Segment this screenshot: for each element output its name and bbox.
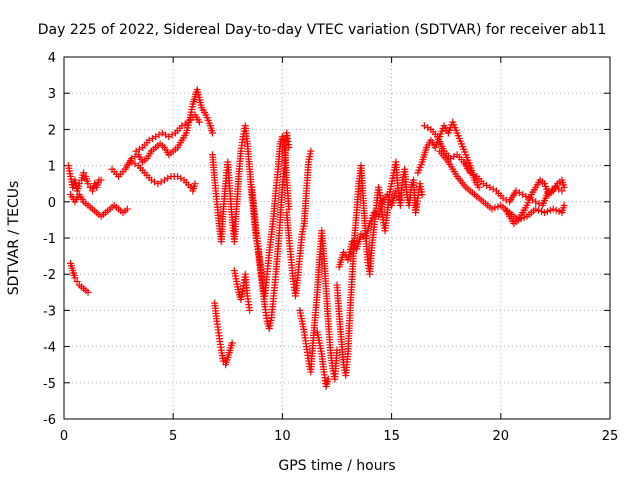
data-point bbox=[392, 187, 400, 195]
data-point bbox=[285, 144, 293, 151]
chart-title: Day 225 of 2022, Sidereal Day-to-day VTE… bbox=[38, 22, 607, 38]
data-point bbox=[285, 205, 293, 213]
plot-frame bbox=[63, 56, 611, 420]
data-point bbox=[160, 176, 168, 184]
data-point bbox=[307, 147, 315, 155]
data-point bbox=[154, 180, 162, 188]
data-point bbox=[152, 133, 160, 141]
data-point bbox=[131, 153, 139, 161]
data-point bbox=[209, 129, 217, 137]
data-point bbox=[324, 375, 332, 383]
data-point bbox=[558, 187, 566, 195]
grid-lines bbox=[64, 57, 610, 419]
y-tick-label: 1 bbox=[48, 160, 56, 175]
data-point bbox=[123, 205, 131, 213]
data-point bbox=[131, 160, 139, 168]
data-point bbox=[191, 180, 199, 188]
data-point bbox=[165, 133, 173, 141]
data-point bbox=[80, 169, 88, 177]
data-point bbox=[560, 183, 568, 191]
data-point bbox=[174, 172, 182, 180]
data-point bbox=[486, 183, 494, 191]
data-point bbox=[424, 124, 432, 132]
y-tick-label: -5 bbox=[43, 377, 56, 392]
y-tick-label: -6 bbox=[43, 413, 56, 428]
data-point bbox=[97, 176, 105, 184]
data-point bbox=[532, 198, 540, 206]
data-point bbox=[164, 174, 172, 182]
data-point bbox=[84, 180, 92, 188]
data-point bbox=[177, 174, 185, 182]
axis-ticks: 0 5 10 15 20 25 -6 -5 -4 -3 -2 -1 0 1 2 3 4 bbox=[43, 51, 618, 444]
x-tick-label: 0 bbox=[60, 429, 68, 444]
data-point bbox=[168, 131, 176, 139]
data-point bbox=[73, 277, 81, 285]
data-point bbox=[195, 118, 203, 126]
x-tick-label: 15 bbox=[383, 429, 400, 444]
y-axis-label: SDTVAR / TECUs bbox=[6, 181, 22, 296]
data-point bbox=[475, 183, 483, 191]
data-point bbox=[75, 180, 83, 188]
data-point bbox=[420, 122, 428, 130]
data-points bbox=[64, 86, 568, 390]
y-tick-label: -2 bbox=[43, 268, 56, 283]
data-point bbox=[483, 182, 491, 190]
data-point bbox=[158, 129, 166, 137]
x-tick-label: 10 bbox=[274, 429, 291, 444]
data-point bbox=[450, 153, 458, 161]
x-axis-label: GPS time / hours bbox=[278, 458, 395, 474]
data-point bbox=[148, 134, 156, 142]
data-point bbox=[246, 306, 254, 314]
data-point bbox=[162, 131, 170, 139]
x-tick-label: 5 bbox=[169, 429, 177, 444]
data-point bbox=[418, 191, 426, 199]
data-point bbox=[489, 185, 497, 193]
data-point bbox=[71, 274, 79, 282]
data-point bbox=[155, 131, 163, 139]
y-tick-label: 2 bbox=[48, 123, 56, 138]
data-point bbox=[151, 178, 159, 186]
data-point bbox=[522, 192, 530, 200]
y-tick-label: 3 bbox=[48, 87, 56, 102]
y-tick-label: -4 bbox=[43, 341, 56, 356]
x-tick-label: 25 bbox=[602, 429, 619, 444]
data-point bbox=[135, 145, 143, 153]
x-tick-label: 20 bbox=[493, 429, 510, 444]
y-tick-label: -3 bbox=[43, 304, 56, 319]
y-tick-label: 4 bbox=[48, 51, 56, 66]
y-tick-label: -1 bbox=[43, 232, 56, 247]
data-point bbox=[84, 288, 92, 296]
data-point bbox=[333, 346, 341, 354]
y-tick-label: 0 bbox=[48, 196, 56, 211]
data-point bbox=[228, 339, 236, 347]
data-point bbox=[519, 191, 527, 199]
data-point bbox=[560, 201, 568, 209]
data-point bbox=[157, 178, 165, 186]
